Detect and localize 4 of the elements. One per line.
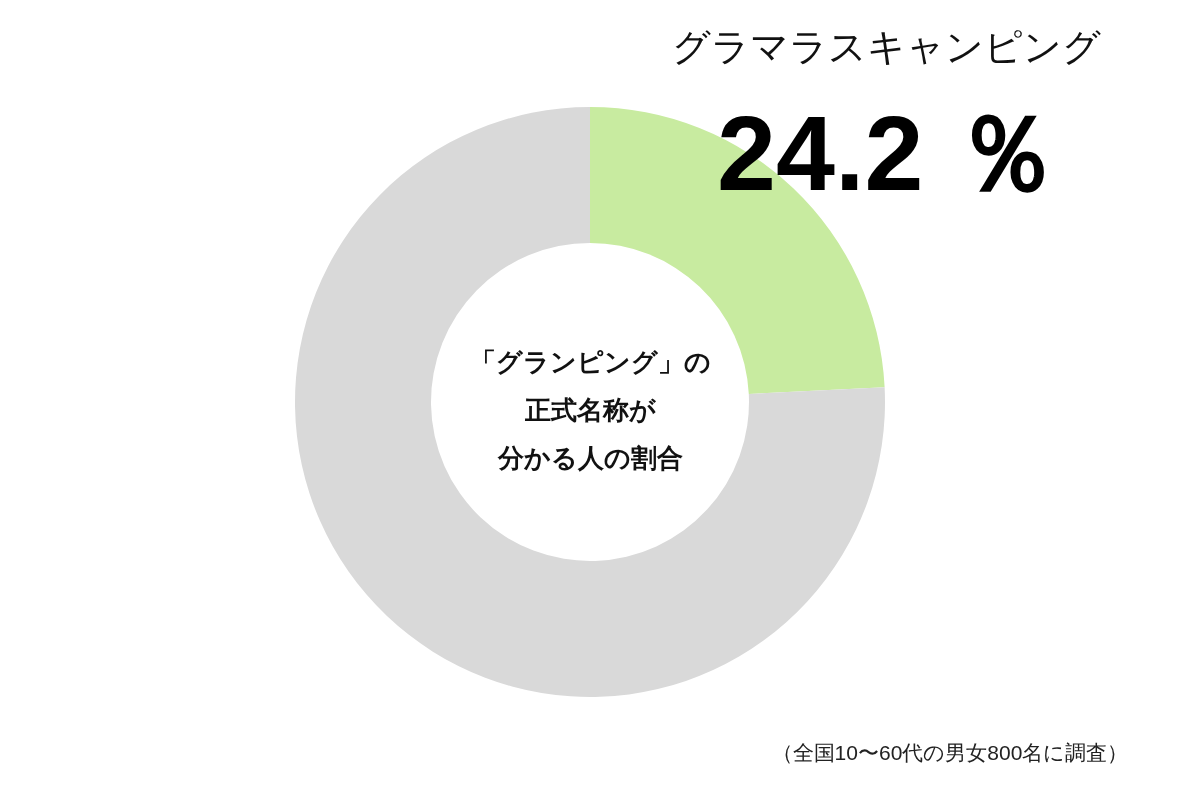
text: 「グランピング」の正式名称が分かる人の割合 <box>469 347 711 473</box>
slice-label: グラマラスキャンピング <box>671 26 1101 68</box>
text: （全国10〜60代の男女800名に調査） <box>771 741 1129 764</box>
data-label: 24.2 ％ <box>717 94 1059 212</box>
